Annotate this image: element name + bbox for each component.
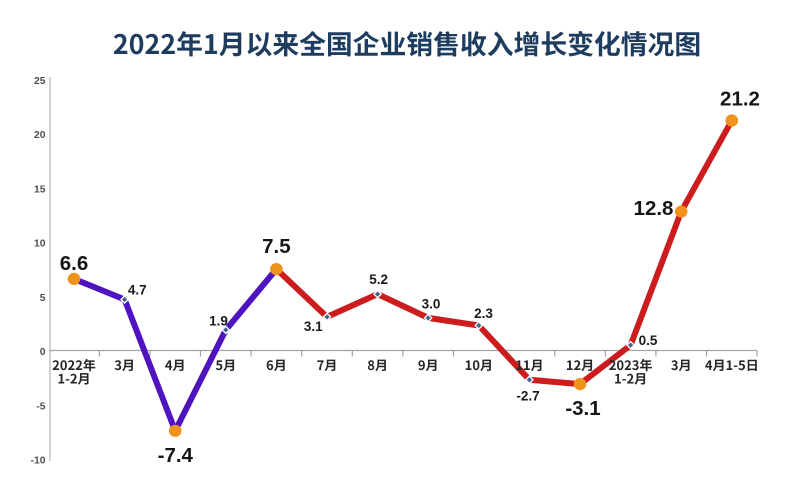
svg-text:0.5: 0.5 xyxy=(639,333,658,348)
svg-text:-10: -10 xyxy=(31,456,46,467)
svg-text:25: 25 xyxy=(34,76,46,87)
svg-text:5: 5 xyxy=(40,293,46,304)
svg-text:15: 15 xyxy=(34,184,46,195)
svg-text:-3.1: -3.1 xyxy=(565,397,600,420)
svg-text:20: 20 xyxy=(34,130,46,141)
svg-text:2.3: 2.3 xyxy=(474,306,493,321)
svg-text:21.2: 21.2 xyxy=(720,88,760,111)
svg-text:-2.7: -2.7 xyxy=(516,389,539,404)
svg-text:3.0: 3.0 xyxy=(422,297,441,312)
svg-text:-5: -5 xyxy=(36,401,45,412)
svg-text:-7.4: -7.4 xyxy=(158,444,194,467)
svg-text:5.2: 5.2 xyxy=(369,272,388,287)
svg-text:12.8: 12.8 xyxy=(634,197,674,220)
svg-text:1.9: 1.9 xyxy=(209,314,228,329)
svg-text:4.7: 4.7 xyxy=(128,282,147,297)
svg-text:6.6: 6.6 xyxy=(60,252,89,275)
svg-text:7.5: 7.5 xyxy=(262,235,291,258)
svg-text:10: 10 xyxy=(34,239,46,250)
svg-text:3.1: 3.1 xyxy=(304,319,323,334)
svg-text:0: 0 xyxy=(40,347,46,358)
